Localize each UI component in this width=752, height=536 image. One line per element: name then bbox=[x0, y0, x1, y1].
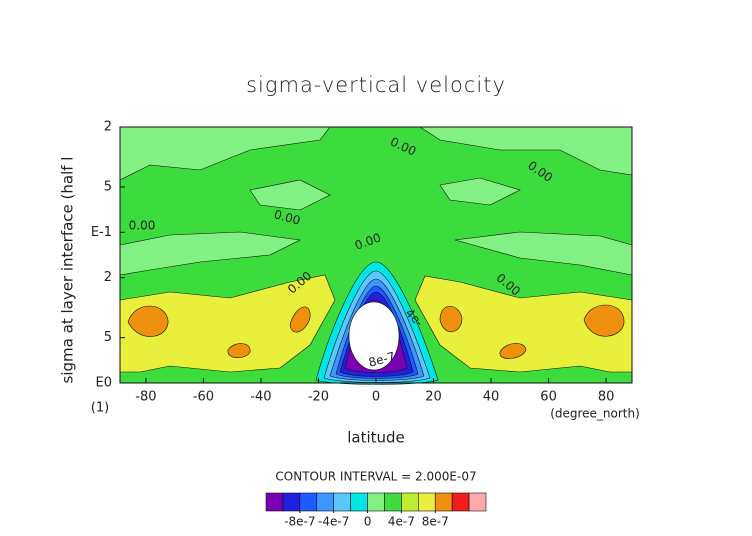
x-tick-label: 80 bbox=[598, 390, 615, 405]
x-tick-label: -80 bbox=[135, 390, 156, 405]
x-tick-label: 20 bbox=[425, 390, 442, 405]
x-tick-label: 40 bbox=[483, 390, 500, 405]
colorbar-box bbox=[333, 492, 351, 512]
colorbar-box bbox=[401, 492, 419, 512]
contour-region bbox=[119, 231, 302, 276]
contour-region bbox=[119, 274, 336, 373]
x-tick-label: -20 bbox=[308, 390, 329, 405]
x-tick-label: 60 bbox=[540, 390, 557, 405]
colorbar-tick-label: 0 bbox=[364, 515, 372, 529]
colorbar-tick-label: 8e-7 bbox=[422, 515, 449, 529]
colorbar-box bbox=[384, 492, 402, 512]
y-tick-label: 5 bbox=[104, 330, 112, 345]
colorbar-tick-label: -4e-7 bbox=[318, 515, 349, 529]
colorbar-box bbox=[434, 492, 453, 512]
contour-label: 0.00 bbox=[129, 219, 156, 233]
colorbar-box bbox=[282, 492, 301, 512]
contour-region bbox=[439, 305, 463, 333]
colorbar-box bbox=[367, 492, 385, 512]
colorbar-box bbox=[299, 492, 318, 512]
contour-field bbox=[119, 126, 633, 385]
colorbar-title: CONTOUR INTERVAL = 2.000E-07 bbox=[275, 470, 476, 484]
contour-region bbox=[348, 301, 400, 371]
colorbar-box bbox=[265, 492, 284, 512]
colorbar-box bbox=[468, 492, 487, 512]
contour-label: 8e-7 bbox=[367, 349, 397, 370]
colorbar-tick-label: 4e-7 bbox=[388, 515, 415, 529]
y-tick-label: 2 bbox=[104, 120, 112, 135]
contour-region bbox=[414, 275, 633, 373]
colorbar-box bbox=[316, 492, 334, 512]
x-tick-label: 0 bbox=[372, 390, 380, 405]
contour-region bbox=[439, 177, 521, 206]
colorbar-box bbox=[418, 492, 436, 512]
contour-region bbox=[119, 126, 331, 181]
y-tick-label: E0 bbox=[96, 376, 113, 391]
contour-region bbox=[499, 343, 527, 359]
colorbar-box bbox=[451, 492, 470, 512]
contour-region bbox=[583, 304, 625, 337]
contour-region bbox=[289, 306, 311, 333]
colorbar-box bbox=[350, 492, 368, 512]
x-tick-label: -40 bbox=[250, 390, 271, 405]
y-tick-label: E-1 bbox=[91, 225, 112, 240]
x-unit: (degree_north) bbox=[550, 407, 640, 421]
x-axis-label: latitude bbox=[347, 429, 405, 447]
y-unit: (1) bbox=[91, 401, 109, 416]
contour-region bbox=[227, 343, 251, 359]
chart-title: sigma-vertical velocity bbox=[246, 73, 506, 97]
y-axis-label: sigma at layer interface (half l bbox=[59, 157, 77, 384]
contour-region bbox=[249, 179, 331, 211]
y-tick-label: 5 bbox=[104, 179, 112, 194]
contour-region bbox=[127, 305, 169, 337]
contour-label: 0.00 bbox=[272, 207, 301, 227]
x-tick-label: -60 bbox=[193, 390, 214, 405]
colorbar-tick-label: -8e-7 bbox=[284, 515, 315, 529]
y-tick-label: 2 bbox=[104, 270, 112, 285]
